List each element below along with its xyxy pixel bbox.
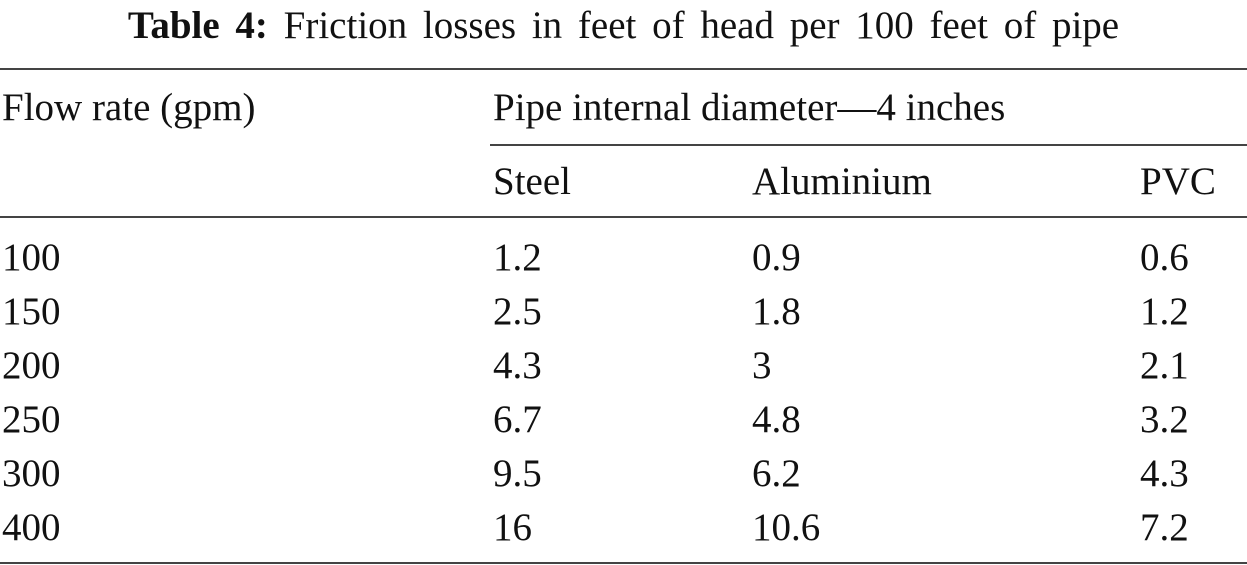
row-label: 150	[2, 290, 61, 333]
cell: 2.5	[493, 290, 542, 333]
bottom-rule	[0, 562, 1247, 564]
cell: 4.3	[493, 344, 542, 387]
cell: 2.1	[1140, 344, 1189, 387]
cell: 4.8	[752, 398, 801, 441]
caption-label: Table 4:	[127, 4, 268, 47]
column-header: Aluminium	[752, 160, 932, 203]
cell: 6.7	[493, 398, 542, 441]
cell: 1.2	[493, 236, 542, 279]
column-header: Steel	[493, 160, 571, 203]
row-label: 200	[2, 344, 61, 387]
row-header: Flow rate (gpm)	[2, 86, 256, 129]
cell: 0.9	[752, 236, 801, 279]
cell: 3	[752, 344, 772, 387]
group-rule	[490, 144, 1247, 146]
row-label: 250	[2, 398, 61, 441]
cell: 1.8	[752, 290, 801, 333]
column-header: PVC	[1140, 160, 1216, 203]
row-label: 100	[2, 236, 61, 279]
cell: 6.2	[752, 452, 801, 495]
cell: 1.2	[1140, 290, 1189, 333]
cell: 10.6	[752, 506, 821, 549]
caption: Table 4: Friction losses in feet of head…	[0, 6, 1247, 45]
header-rule	[0, 216, 1247, 218]
caption-text: Friction losses in feet of head per 100 …	[283, 4, 1120, 47]
cell: 7.2	[1140, 506, 1189, 549]
cell: 0.6	[1140, 236, 1189, 279]
row-label: 300	[2, 452, 61, 495]
cell: 9.5	[493, 452, 542, 495]
cell: 4.3	[1140, 452, 1189, 495]
cell: 16	[493, 506, 532, 549]
top-rule	[0, 68, 1247, 70]
row-label: 400	[2, 506, 61, 549]
group-header: Pipe internal diameter—4 inches	[493, 86, 1006, 129]
cell: 3.2	[1140, 398, 1189, 441]
